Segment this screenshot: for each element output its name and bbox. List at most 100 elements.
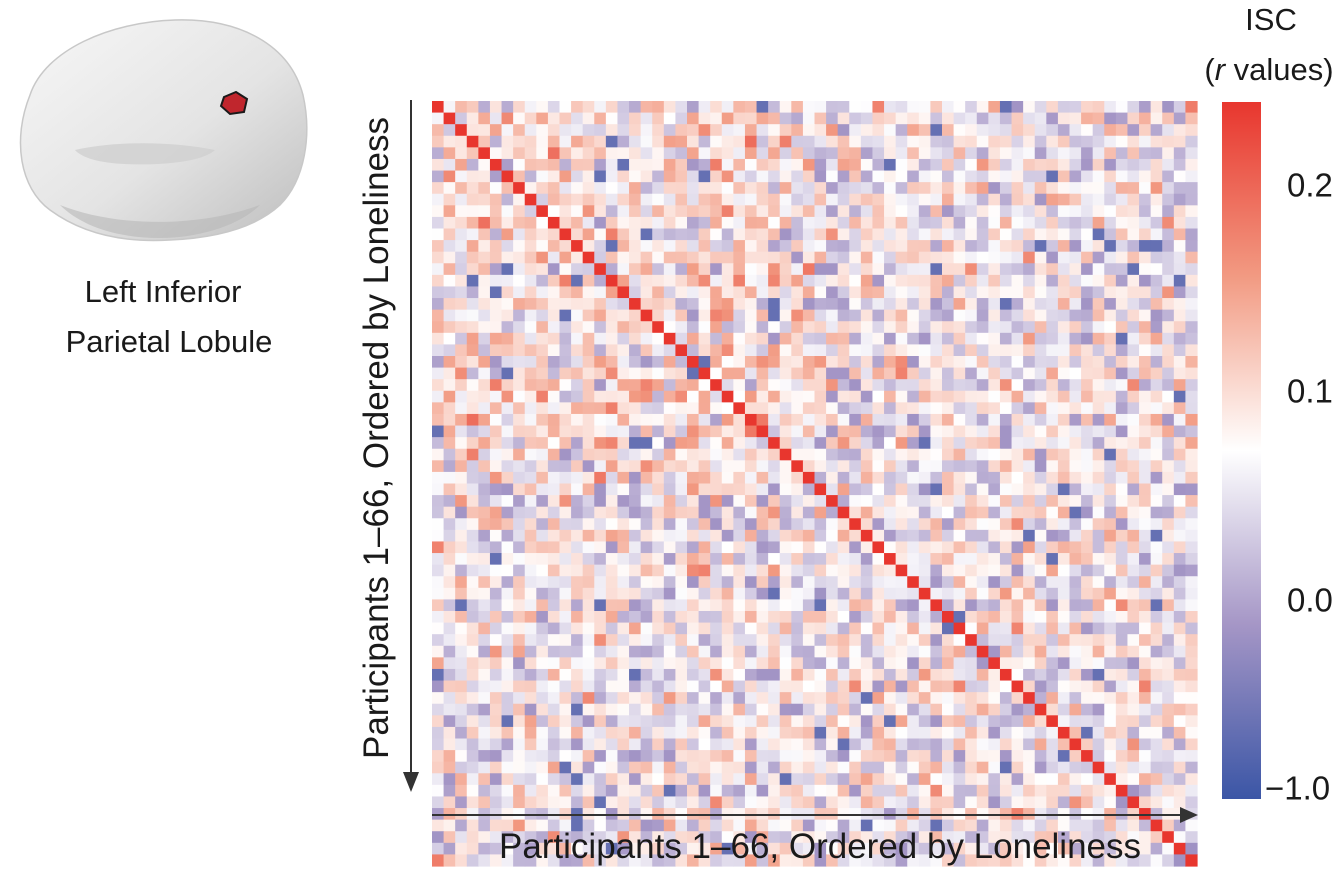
heatmap-cell [617, 182, 630, 195]
heatmap-cell [1139, 216, 1152, 230]
heatmap-cell [1127, 124, 1140, 137]
heatmap-cell [837, 796, 850, 809]
brain-fissure [75, 143, 215, 165]
heatmap-cell [571, 228, 584, 241]
heatmap-cell [605, 553, 619, 566]
heatmap-cell [814, 298, 827, 311]
heatmap-cell [489, 854, 503, 867]
heatmap-cell [489, 321, 503, 334]
heatmap-cell [988, 309, 1001, 322]
heatmap-cell [744, 448, 758, 461]
heatmap-cell [489, 402, 503, 415]
heatmap-cell [663, 101, 677, 114]
heatmap-cell [791, 101, 804, 114]
heatmap-cell [513, 541, 526, 554]
heatmap-cell [907, 854, 920, 867]
heatmap-cell [895, 657, 908, 670]
heatmap-cell [768, 170, 781, 183]
heatmap-cell [802, 135, 816, 148]
heatmap-cell [768, 124, 781, 137]
heatmap-cell [513, 483, 526, 496]
heatmap-cell [513, 448, 526, 461]
heatmap-cell [1011, 193, 1024, 206]
heatmap-cell [432, 576, 445, 589]
heatmap-cell [1139, 182, 1152, 195]
heatmap-cell [501, 228, 514, 241]
heatmap-cell [582, 587, 595, 601]
heatmap-cell [432, 356, 445, 369]
heatmap-cell [605, 738, 619, 751]
heatmap-cell [791, 854, 804, 867]
heatmap-cell [884, 448, 897, 461]
heatmap-cell [756, 344, 769, 357]
heatmap-cell [1069, 750, 1082, 763]
heatmap-cell [1127, 390, 1140, 403]
heatmap-cell [524, 796, 537, 809]
heatmap-cell [559, 645, 572, 658]
heatmap-cell [1150, 240, 1163, 253]
heatmap-cell [1185, 471, 1198, 485]
heatmap-cell [1046, 495, 1059, 508]
heatmap-cell [1162, 518, 1175, 531]
heatmap-cell [791, 587, 804, 601]
heatmap-cell [907, 495, 920, 508]
heatmap-cell [1104, 784, 1117, 798]
heatmap-cell [1046, 321, 1059, 334]
heatmap-cell [547, 158, 561, 172]
heatmap-cell [814, 413, 827, 427]
heatmap-cell [1127, 413, 1140, 427]
heatmap-cell [1046, 668, 1059, 682]
heatmap-cell [1057, 379, 1071, 392]
heatmap-cell [895, 553, 908, 566]
heatmap-cell [1011, 356, 1024, 369]
heatmap-cell [930, 147, 943, 160]
heatmap-cell [837, 356, 850, 369]
heatmap-cell [895, 715, 908, 728]
heatmap-cell [1127, 576, 1140, 589]
heatmap-cell [617, 599, 630, 612]
heatmap-cell [1057, 228, 1071, 241]
heatmap-cell [466, 634, 479, 647]
heatmap-cell [744, 761, 758, 774]
heatmap-cell [629, 274, 642, 288]
heatmap-cell [988, 761, 1001, 774]
heatmap-cell [629, 773, 642, 786]
heatmap-cell [1139, 680, 1152, 693]
heatmap-cell [999, 715, 1013, 728]
heatmap-cell [652, 390, 665, 403]
heatmap-cell [698, 216, 711, 230]
heatmap-cell [1127, 831, 1140, 844]
heatmap-cell [605, 506, 619, 519]
heatmap-cell [826, 182, 839, 195]
heatmap-cell [907, 611, 920, 624]
heatmap-cell [617, 402, 630, 415]
heatmap-cell [791, 738, 804, 751]
heatmap-cell [617, 726, 630, 740]
heatmap-cell [895, 448, 908, 461]
heatmap-cell [640, 506, 653, 519]
heatmap-cell [1023, 321, 1036, 334]
heatmap-cell [1173, 240, 1187, 253]
heatmap-cell [1139, 437, 1152, 450]
heatmap-cell [617, 170, 630, 183]
heatmap-cell [443, 541, 456, 554]
heatmap-cell [1069, 402, 1082, 415]
heatmap-cell [930, 680, 943, 693]
heatmap-cell [501, 344, 514, 357]
heatmap-cell [536, 182, 549, 195]
heatmap-cell [466, 541, 479, 554]
heatmap-cell [721, 332, 734, 346]
heatmap-cell [860, 726, 874, 740]
heatmap-cell [640, 773, 653, 786]
heatmap-cell [1034, 286, 1047, 299]
heatmap-cell [930, 506, 943, 519]
heatmap-cell [617, 448, 630, 461]
heatmap-cell [976, 495, 989, 508]
heatmap-cell [1046, 784, 1059, 798]
heatmap-cell [860, 518, 874, 531]
heatmap-cell [1173, 495, 1187, 508]
heatmap-cell [513, 251, 526, 264]
heatmap-cell [884, 135, 897, 148]
heatmap-cell [884, 587, 897, 601]
heatmap-cell [443, 611, 456, 624]
